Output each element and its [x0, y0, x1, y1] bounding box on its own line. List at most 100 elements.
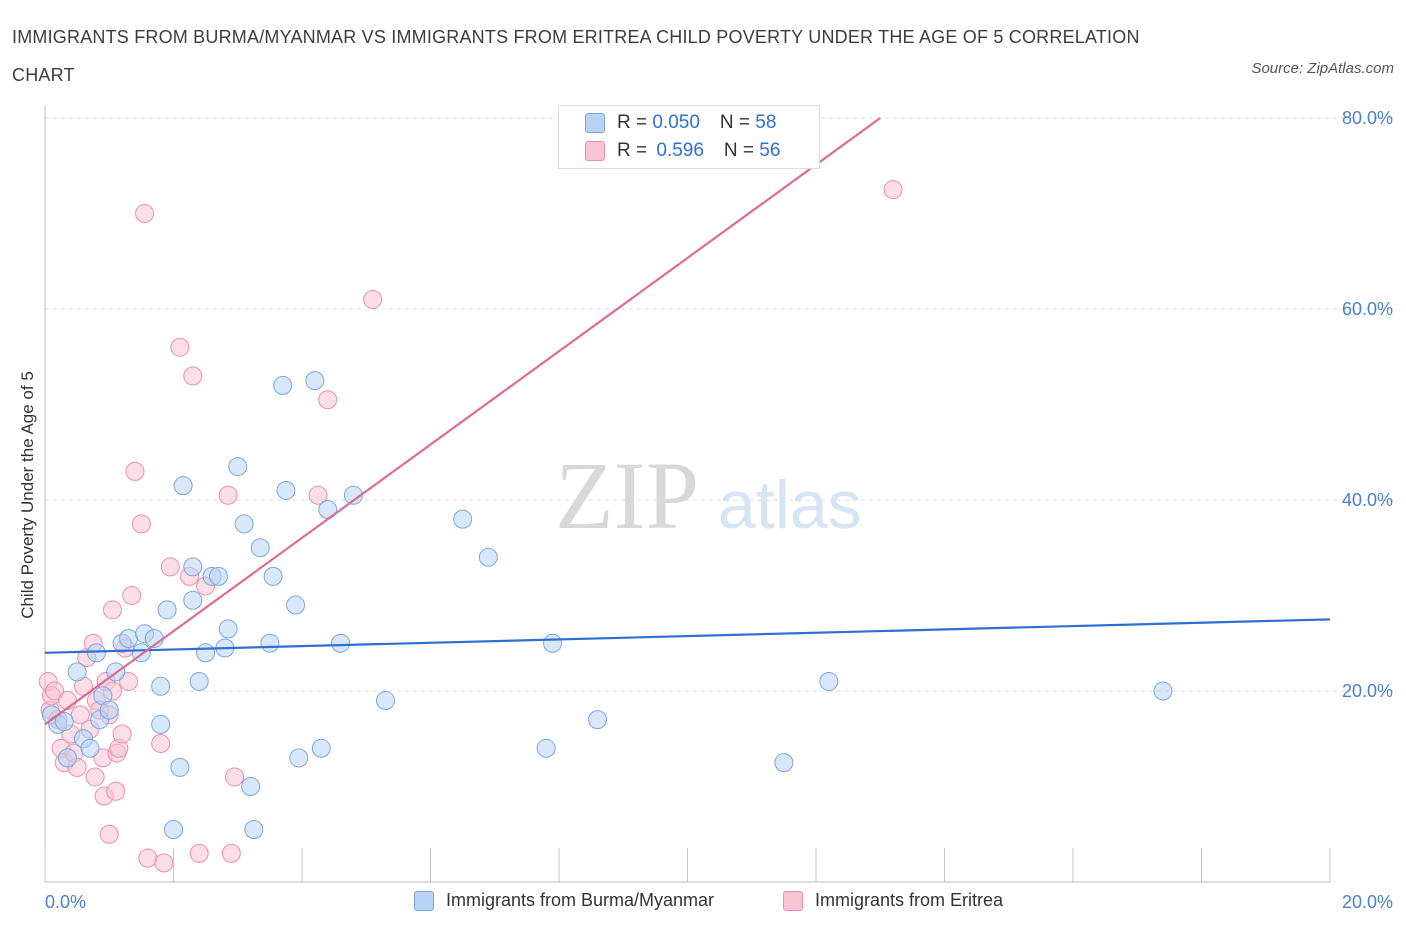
burma-point [54, 712, 74, 732]
burma-point [234, 514, 254, 534]
axes [44, 105, 1331, 883]
burma-point [189, 671, 209, 691]
watermark-atlas: atlas [718, 467, 862, 543]
eritrea-point [85, 767, 105, 787]
legend-eritrea-swatch [783, 890, 803, 911]
source-label: Source: ZipAtlas.com [1251, 60, 1394, 77]
burma-point [151, 676, 171, 696]
eritrea-point [131, 514, 151, 534]
burma-point [250, 538, 270, 558]
burma-point [99, 700, 119, 720]
eritrea-point [883, 180, 903, 200]
eritrea-point [102, 600, 122, 620]
eritrea-swatch [585, 141, 605, 161]
burma-point [208, 566, 228, 586]
eritrea-point [189, 843, 209, 863]
burma-point [196, 643, 216, 663]
x-tick-label: 20.0% [1342, 892, 1393, 912]
x-tick-label: 0.0% [45, 892, 86, 912]
trend-lines [44, 117, 1331, 726]
burma-point [57, 748, 77, 768]
tick-labels: 20.0% 40.0% 60.0% 80.0% 0.0% 20.0% [45, 108, 1393, 912]
burma-point [774, 753, 794, 773]
burma-point [183, 557, 203, 577]
eritrea-point [125, 461, 145, 481]
eritrea-point [308, 485, 328, 505]
burma-point [305, 371, 325, 391]
eritrea-r-label: R = [617, 140, 653, 161]
eritrea-n-label: N = [723, 140, 760, 161]
burma-r-label: R = [617, 112, 653, 133]
burma-point [273, 375, 293, 395]
burma-point [1153, 681, 1173, 701]
eritrea-point [170, 337, 190, 357]
eritrea-point [363, 289, 383, 309]
burma-point [164, 819, 183, 839]
eritrea-point [119, 671, 139, 691]
burma-point [478, 547, 498, 567]
burma-point [151, 714, 171, 734]
burma-point [244, 819, 264, 839]
burma-point [289, 748, 309, 768]
burma-point [376, 691, 396, 711]
burma-point [173, 476, 193, 496]
eritrea-point [154, 853, 174, 873]
series-legend: Immigrants from Burma/Myanmar Immigrants… [0, 886, 1406, 918]
burma-point [260, 633, 280, 653]
burma-point [86, 643, 106, 663]
watermark-zip: ZIP [555, 442, 699, 549]
burma-point [453, 509, 473, 529]
eritrea-r-value: 0.596 [656, 140, 704, 161]
burma-point [67, 662, 87, 682]
eritrea-point [106, 781, 126, 801]
burma-point [183, 590, 203, 610]
burma-point [276, 480, 296, 500]
eritrea-point [112, 724, 132, 744]
eritrea-point [122, 586, 142, 605]
burma-point [241, 777, 261, 796]
eritrea-point [218, 485, 238, 505]
burma-point [218, 619, 238, 639]
burma-point [311, 738, 331, 758]
stats-legend: R = 0.050 N = 58 R = 0.596 N = 56 [558, 105, 820, 169]
legend-eritrea-label: Immigrants from Eritrea [815, 890, 1004, 910]
legend-burma-label: Immigrants from Burma/Myanmar [446, 890, 715, 910]
burma-point [588, 710, 608, 730]
legend-item-eritrea[interactable]: Immigrants from Eritrea [783, 890, 1003, 911]
eritrea-n-value: 56 [759, 140, 781, 161]
eritrea-point [135, 204, 155, 223]
burma-swatch [585, 113, 605, 133]
burma-point [536, 738, 556, 758]
burma-point [170, 757, 190, 777]
eritrea-point [225, 767, 245, 787]
burma-point [80, 738, 100, 758]
burma-point [119, 628, 139, 648]
legend-burma-swatch [414, 890, 434, 911]
y-tick-label: 80.0% [1342, 108, 1393, 128]
eritrea-point [151, 734, 171, 754]
chart-title: IMMIGRANTS FROM BURMA/MYANMAR VS IMMIGRA… [12, 27, 1140, 85]
burma-r-value: 0.050 [652, 112, 700, 133]
burma-point [228, 457, 248, 477]
legend-item-burma[interactable]: Immigrants from Burma/Myanmar [414, 890, 714, 911]
burma-point [263, 566, 283, 586]
eritrea-point [221, 843, 241, 863]
burma-n-label: N = [719, 112, 756, 133]
burma-trend-line [44, 618, 1331, 654]
eritrea-point [99, 824, 119, 844]
y-tick-label: 40.0% [1342, 490, 1393, 510]
burma-points [41, 371, 1173, 839]
y-tick-label: 60.0% [1342, 299, 1393, 319]
eritrea-point [183, 366, 203, 386]
eritrea-point [160, 557, 180, 577]
burma-point [157, 600, 177, 620]
eritrea-point [318, 390, 338, 410]
stats-row-eritrea: R = 0.596 N = 56 [585, 140, 780, 162]
burma-point [543, 633, 563, 653]
burma-point [331, 633, 351, 653]
watermark: ZIP atlas [555, 442, 862, 549]
burma-point [819, 671, 839, 691]
grid-lines [45, 117, 1395, 692]
eritrea-point [45, 681, 65, 701]
